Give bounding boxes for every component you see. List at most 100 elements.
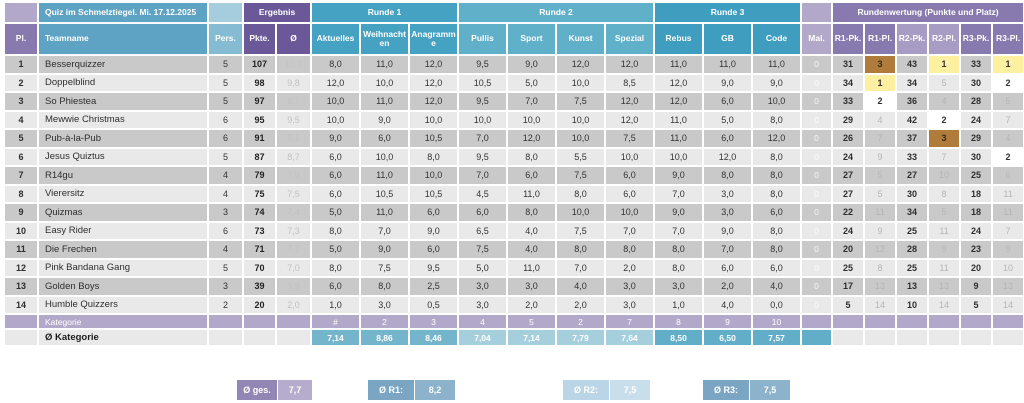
cell-round-score: 12,0	[605, 110, 656, 130]
avg-kategorie-value: 7,57	[752, 329, 803, 347]
cell-platz: 13	[5, 277, 39, 297]
cell-round-score: 2,5	[409, 277, 459, 297]
col-header-punkte: Pkte.	[243, 23, 277, 56]
cell-round-score: 2,0	[605, 258, 656, 278]
cell-round-score: 10,5	[409, 184, 459, 204]
cell-round-score: 9,5	[458, 55, 508, 75]
cell-round-score: 2,0	[556, 295, 606, 315]
cell-runde-platz: 9	[864, 147, 898, 167]
kategorie-number: 2	[360, 314, 410, 330]
table-row: 7 R14gu 4 79 7,9 6,0 11,0 10,0 7,0 6,0 7,5 6,0 9,0 8,…	[5, 166, 1024, 186]
cell-round-score: 6,0	[360, 129, 410, 149]
avg-kategorie-empty-cell	[928, 329, 962, 347]
cell-runde-platz: 8	[864, 258, 898, 278]
cell-runde-punkte: 5	[960, 295, 994, 315]
cell-mal: 0	[801, 240, 834, 260]
avg-kategorie-value: 6,50	[703, 329, 754, 347]
cell-round-score: 3,0	[703, 203, 754, 223]
cell-round-score: 8,0	[752, 147, 803, 167]
cell-runde-punkte: 5	[832, 295, 866, 315]
kategorie-empty-cell	[992, 314, 1024, 330]
cell-platz: 14	[5, 295, 39, 315]
cell-runde-platz: 2	[864, 92, 898, 112]
cell-durchschnitt: 7,0	[276, 258, 312, 278]
cell-round-score: 8,0	[556, 240, 606, 260]
cell-punkte: 71	[243, 240, 277, 260]
cell-runde-punkte: 25	[896, 221, 930, 241]
cell-round-score: 11,0	[360, 92, 410, 112]
kategorie-empty-cell	[243, 314, 277, 330]
cell-mal: 0	[801, 147, 834, 167]
cell-runde-punkte: 20	[960, 258, 994, 278]
cell-teamname: Doppelblind	[38, 73, 209, 93]
cell-runde-punkte: 17	[832, 277, 866, 297]
table-row: 13 Golden Boys 3 39 3,9 6,0 8,0 2,5 3,0 3,0 4,0 3,0…	[5, 277, 1024, 297]
cell-round-score: 7,0	[654, 184, 705, 204]
cell-mal: 0	[801, 184, 834, 204]
cell-personen: 3	[208, 277, 244, 297]
cell-round-score: 2,0	[507, 295, 557, 315]
cell-round-score: 12,0	[556, 55, 606, 75]
cell-round-score: 10,0	[409, 110, 459, 130]
avg-kategorie-value: 8,86	[360, 329, 410, 347]
cell-round-score: 8,0	[752, 184, 803, 204]
avg-r3-label: Ø R3:	[703, 380, 749, 400]
cell-teamname: Mewwie Christmas	[38, 110, 209, 130]
cell-round-score: 12,0	[605, 92, 656, 112]
cell-round-score: 1,0	[654, 295, 705, 315]
avg-kategorie-value: 8,50	[654, 329, 705, 347]
avg-r2-label: Ø R2:	[563, 380, 609, 400]
cell-round-score: 7,5	[360, 258, 410, 278]
cell-teamname: R14gu	[38, 166, 209, 186]
kategorie-number: 7	[605, 314, 656, 330]
results-table: Quiz im Schmelztiegel. Mi. 17.12.2025 Er…	[5, 3, 1024, 347]
cell-round-score: 8,0	[311, 258, 361, 278]
group-header-runde1: Runde 1	[311, 3, 459, 24]
cell-runde-punkte: 22	[832, 203, 866, 223]
cell-round-score: 8,0	[703, 166, 754, 186]
cell-runde-platz: 3	[864, 55, 898, 75]
cell-round-score: 9,5	[458, 92, 508, 112]
cell-runde-punkte: 23	[960, 240, 994, 260]
cell-runde-platz: 10	[928, 166, 962, 186]
cell-round-score: 9,0	[654, 203, 705, 223]
avg-r1-label: Ø R1:	[368, 380, 414, 400]
cell-round-score: 10,5	[458, 73, 508, 93]
col-header-rebus: Rebus	[654, 23, 705, 56]
cell-round-score: 11,0	[654, 55, 705, 75]
cell-teamname: Quizmas	[38, 203, 209, 223]
avg-kategorie-empty-cell	[992, 329, 1024, 347]
cell-personen: 4	[208, 166, 244, 186]
cell-round-score: 3,0	[458, 277, 508, 297]
cell-runde-platz: 11	[928, 221, 962, 241]
cell-round-score: 10,0	[311, 92, 361, 112]
avg-kategorie-empty-cell	[243, 329, 277, 347]
cell-round-score: 6,0	[507, 166, 557, 186]
cell-round-score: 8,0	[752, 240, 803, 260]
cell-runde-punkte: 31	[832, 55, 866, 75]
cell-round-score: 0,0	[752, 295, 803, 315]
spacer-cell	[208, 3, 244, 24]
cell-platz: 7	[5, 166, 39, 186]
cell-round-score: 12,0	[752, 129, 803, 149]
cell-round-score: 6,0	[605, 166, 656, 186]
cell-round-score: 12,0	[605, 55, 656, 75]
cell-runde-platz: 3	[928, 129, 962, 149]
cell-round-score: 10,5	[409, 129, 459, 149]
cell-runde-platz: 1	[864, 73, 898, 93]
cell-runde-platz: 13	[992, 277, 1024, 297]
cell-round-score: 9,0	[409, 221, 459, 241]
cell-runde-punkte: 24	[832, 147, 866, 167]
cell-runde-platz: 7	[992, 110, 1024, 130]
cell-platz: 11	[5, 240, 39, 260]
cell-round-score: 3,0	[507, 277, 557, 297]
cell-mal: 0	[801, 295, 834, 315]
cell-durchschnitt: 7,3	[276, 221, 312, 241]
avg-r1-value: 8,2	[414, 380, 455, 400]
kategorie-number: 8	[654, 314, 705, 330]
group-header-ergebnis: Ergebnis	[243, 3, 312, 24]
cell-round-score: 3,0	[360, 295, 410, 315]
col-header-weihnachten: Weihnachten	[360, 23, 410, 56]
cell-round-score: 6,0	[409, 240, 459, 260]
kategorie-number: 3	[409, 314, 459, 330]
